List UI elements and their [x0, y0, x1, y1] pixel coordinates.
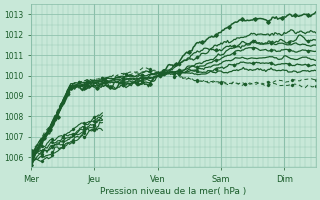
X-axis label: Pression niveau de la mer( hPa ): Pression niveau de la mer( hPa ) [100, 187, 247, 196]
